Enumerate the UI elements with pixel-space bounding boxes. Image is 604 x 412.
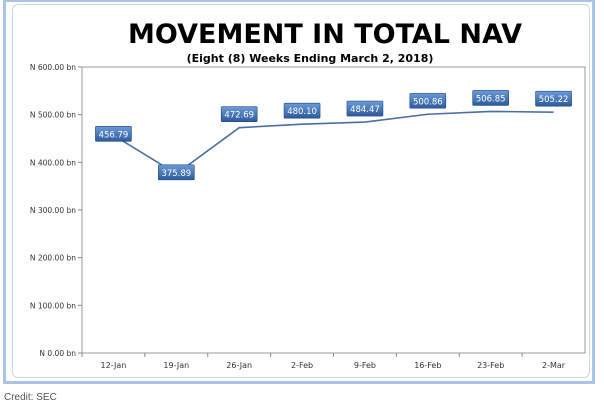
x-tick-label: 2-Feb: [291, 361, 313, 370]
data-label: 472.69: [224, 111, 254, 121]
data-label: 506.85: [476, 94, 506, 104]
x-tick-label: 26-Jan: [226, 361, 252, 370]
data-label-box: [346, 100, 384, 117]
y-tick-label: N 400.00 bn: [30, 158, 76, 167]
x-tick-label: 23-Feb: [477, 361, 504, 370]
data-label-box: [158, 164, 195, 181]
chart-area: [12, 4, 590, 378]
chart-frame: [3, 0, 595, 384]
data-label: 456.79: [99, 130, 129, 140]
data-label: 500.86: [413, 97, 443, 107]
x-tick-label: 19-Jan: [163, 361, 189, 370]
x-tick-label: 12-Jan: [101, 361, 127, 370]
data-label: 480.10: [287, 107, 317, 117]
data-label-box: [283, 102, 321, 119]
nav-series-line: [113, 110, 554, 175]
x-tick-label: 9-Feb: [354, 361, 376, 370]
y-tick-label: N 100.00 bn: [30, 301, 76, 310]
data-label-box: [472, 90, 509, 106]
data-label-box: [95, 125, 132, 142]
chart-title: MOVEMENT IN TOTAL NAV: [128, 19, 522, 50]
x-tick-label: 16-Feb: [414, 361, 441, 370]
y-tick-label: N 500.00 bn: [30, 111, 76, 120]
x-tick-label: 2-Mar: [542, 361, 566, 370]
y-tick-label: N 200.00 bn: [30, 254, 76, 263]
credit-text: Credit: SEC: [4, 392, 57, 403]
data-label: 484.47: [350, 105, 380, 115]
data-label-box: [220, 106, 258, 122]
y-tick-label: N 300.00 bn: [30, 206, 76, 215]
data-label: 375.89: [161, 169, 191, 179]
chart-subtitle: (Eight (8) Weeks Ending March 2, 2018): [187, 52, 434, 65]
data-label-box: [409, 92, 447, 109]
y-tick-label: N 600.00 bn: [30, 63, 76, 72]
plot-border: [81, 66, 586, 354]
y-tick-label: N 0.00 bn: [39, 349, 76, 358]
data-label: 505.22: [539, 95, 569, 105]
data-label-box: [535, 90, 572, 107]
